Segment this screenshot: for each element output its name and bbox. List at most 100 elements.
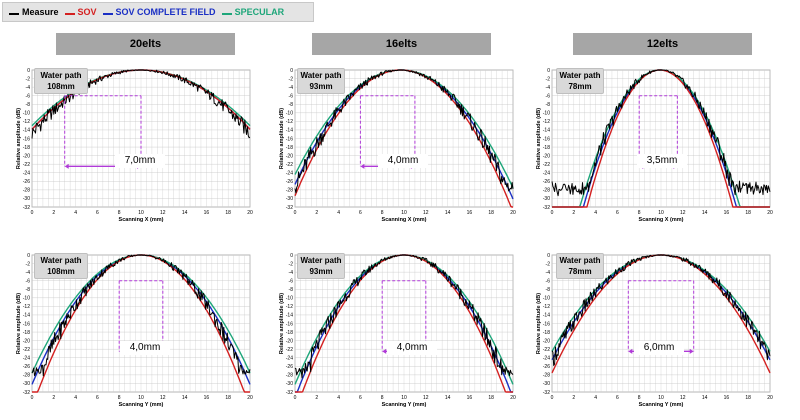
y-tick-label: -4 — [26, 270, 31, 276]
x-tick-label: 4 — [594, 395, 597, 401]
y-tick-label: -26 — [543, 179, 550, 185]
series-line — [551, 69, 771, 197]
y-tick-label: -6 — [546, 278, 551, 284]
x-tick-label: 14 — [702, 395, 708, 401]
y-tick-label: -20 — [23, 153, 30, 159]
x-tick-label: 14 — [445, 395, 451, 401]
x-tick-label: 20 — [510, 210, 516, 216]
x-tick-label: 12 — [160, 395, 166, 401]
water-path-label: Water path 78mm — [556, 68, 604, 94]
legend-swatch-measure — [9, 13, 19, 15]
y-axis-title: Relative amplitude (dB) — [536, 293, 542, 354]
y-axis-title: Relative amplitude (dB) — [16, 108, 22, 169]
x-axis-title: Scanning Y (mm) — [119, 402, 164, 408]
water-path-text: Water path 93mm — [300, 71, 342, 91]
column-header-20elts: 20elts — [56, 33, 235, 55]
x-tick-label: 12 — [160, 210, 166, 216]
y-tick-label: -30 — [23, 381, 30, 387]
x-tick-label: 16 — [467, 395, 473, 401]
y-tick-label: 0 — [290, 68, 293, 74]
x-tick-label: 8 — [118, 395, 121, 401]
y-tick-label: -30 — [543, 381, 550, 387]
arrow-head-left — [360, 163, 365, 169]
y-tick-label: -18 — [23, 145, 30, 151]
x-tick-label: 0 — [294, 395, 297, 401]
x-tick-label: 16 — [204, 210, 210, 216]
x-tick-label: 14 — [182, 395, 188, 401]
y-tick-label: -26 — [286, 179, 293, 185]
x-tick-label: 2 — [572, 395, 575, 401]
x-tick-label: 6 — [96, 395, 99, 401]
y-tick-label: -18 — [23, 330, 30, 336]
y-tick-label: -16 — [23, 321, 30, 327]
series-line — [294, 69, 514, 194]
y-tick-label: -32 — [543, 390, 550, 396]
width-annotation: 3,5mm — [637, 154, 687, 168]
y-tick-label: -20 — [286, 153, 293, 159]
y-tick-label: -28 — [23, 373, 30, 379]
y-tick-label: -6 — [289, 278, 294, 284]
y-tick-label: -32 — [23, 390, 30, 396]
y-tick-label: -18 — [286, 145, 293, 151]
y-tick-label: -22 — [23, 347, 30, 353]
x-tick-label: 8 — [381, 395, 384, 401]
y-tick-label: -20 — [23, 338, 30, 344]
y-tick-label: -24 — [23, 171, 30, 177]
y-tick-label: -2 — [289, 261, 294, 267]
x-axis-title: Scanning Y (mm) — [639, 402, 684, 408]
y-tick-label: -26 — [23, 179, 30, 185]
y-tick-label: -30 — [286, 381, 293, 387]
x-axis-title: Scanning X (mm) — [119, 217, 164, 223]
x-tick-label: 10 — [401, 395, 407, 401]
x-tick-label: 6 — [359, 395, 362, 401]
x-tick-label: 4 — [74, 395, 77, 401]
x-tick-label: 20 — [767, 210, 773, 216]
y-tick-label: -32 — [286, 205, 293, 211]
width-annotation: 7,0mm — [115, 154, 165, 168]
y-tick-label: -32 — [23, 205, 30, 211]
y-tick-label: -2 — [26, 76, 31, 82]
legend-swatch-sov-complete-field — [102, 13, 113, 15]
y-tick-label: -10 — [286, 111, 293, 117]
x-tick-label: 16 — [724, 210, 730, 216]
x-tick-label: 20 — [767, 395, 773, 401]
y-tick-label: -2 — [26, 261, 31, 267]
y-tick-label: -16 — [286, 136, 293, 142]
chart-panel: 0 -2 -4 -6 -8 -10 -12 -14 -16 -18 -20 -22 -24 -26 -28 -… — [532, 62, 782, 232]
y-tick-label: -8 — [289, 287, 294, 293]
y-tick-label: 0 — [290, 253, 293, 259]
y-tick-label: -8 — [289, 102, 294, 108]
arrow-head-left — [628, 348, 633, 354]
x-tick-label: 0 — [31, 210, 34, 216]
series-line — [551, 254, 771, 366]
x-tick-label: 10 — [658, 210, 664, 216]
y-tick-label: -10 — [286, 296, 293, 302]
x-tick-label: 20 — [247, 210, 253, 216]
column-header-12elts: 12elts — [573, 33, 752, 55]
x-tick-label: 0 — [31, 395, 34, 401]
arrow-head-left — [64, 163, 69, 169]
y-tick-label: -10 — [23, 111, 30, 117]
y-tick-label: -30 — [543, 196, 550, 202]
y-tick-label: -32 — [286, 390, 293, 396]
y-tick-label: 0 — [27, 68, 30, 74]
x-tick-label: 12 — [423, 395, 429, 401]
x-tick-label: 16 — [204, 395, 210, 401]
y-tick-label: -8 — [26, 287, 31, 293]
x-tick-label: 4 — [74, 210, 77, 216]
y-tick-label: -26 — [23, 364, 30, 370]
y-tick-label: -32 — [543, 205, 550, 211]
y-tick-label: -12 — [23, 304, 30, 310]
y-tick-label: -14 — [543, 313, 550, 319]
water-path-label: Water path 93mm — [297, 68, 345, 94]
y-tick-label: -28 — [543, 373, 550, 379]
y-tick-label: -6 — [26, 93, 31, 99]
y-tick-label: -26 — [286, 364, 293, 370]
y-tick-label: -4 — [546, 85, 551, 91]
y-tick-label: -14 — [23, 313, 30, 319]
water-path-label: Water path 93mm — [297, 253, 345, 279]
chart-panel: 0 -2 -4 -6 -8 -10 -12 -14 -16 -18 -20 -22 -24 -26 -28 -… — [532, 247, 782, 417]
column-header-16elts: 16elts — [312, 33, 491, 55]
y-tick-label: -10 — [543, 296, 550, 302]
y-tick-label: -12 — [543, 119, 550, 125]
